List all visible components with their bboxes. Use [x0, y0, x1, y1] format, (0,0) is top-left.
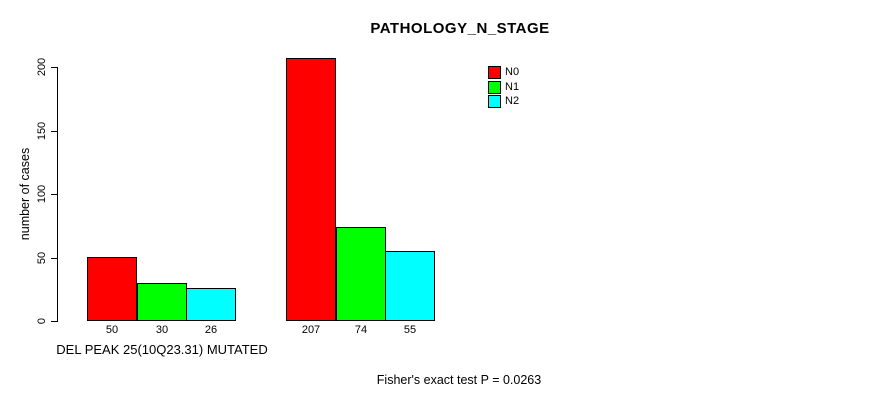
bar-value-label: 74 [354, 324, 368, 336]
y-tick-label: 150 [36, 121, 48, 141]
fisher-test-annotation: Fisher's exact test P = 0.0263 [376, 373, 542, 387]
bar-value-label: 50 [105, 324, 119, 336]
bar-value-label: 30 [155, 324, 169, 336]
y-tick-label: 100 [36, 184, 48, 204]
bar-n0 [286, 58, 336, 321]
bar-n0 [87, 257, 137, 321]
legend-swatch-n0 [488, 66, 501, 79]
legend-label-n1: N1 [505, 81, 520, 93]
legend-label-n2: N2 [505, 95, 520, 107]
y-tick [51, 131, 58, 132]
bar-n2 [385, 251, 435, 321]
group-axis-label: DEL PEAK 25(10Q23.31) MUTATED [56, 342, 268, 357]
legend-label-n0: N0 [505, 66, 520, 78]
bar-value-label: 55 [403, 324, 417, 336]
y-tick-label: 200 [36, 57, 48, 77]
bar-value-label: 207 [301, 324, 321, 336]
y-tick-label: 0 [36, 317, 48, 325]
bar-value-label: 26 [204, 324, 218, 336]
bar-n2 [186, 288, 236, 321]
y-tick [51, 194, 58, 195]
y-tick-label: 50 [36, 251, 48, 265]
bar-n1 [336, 227, 386, 321]
bar-n1 [137, 283, 187, 321]
y-tick [51, 258, 58, 259]
legend-swatch-n2 [488, 95, 501, 108]
y-tick [51, 67, 58, 68]
legend-swatch-n1 [488, 81, 501, 94]
y-tick [51, 321, 58, 322]
chart-title: PATHOLOGY_N_STAGE [370, 20, 550, 37]
y-axis-title: number of cases [18, 147, 32, 241]
